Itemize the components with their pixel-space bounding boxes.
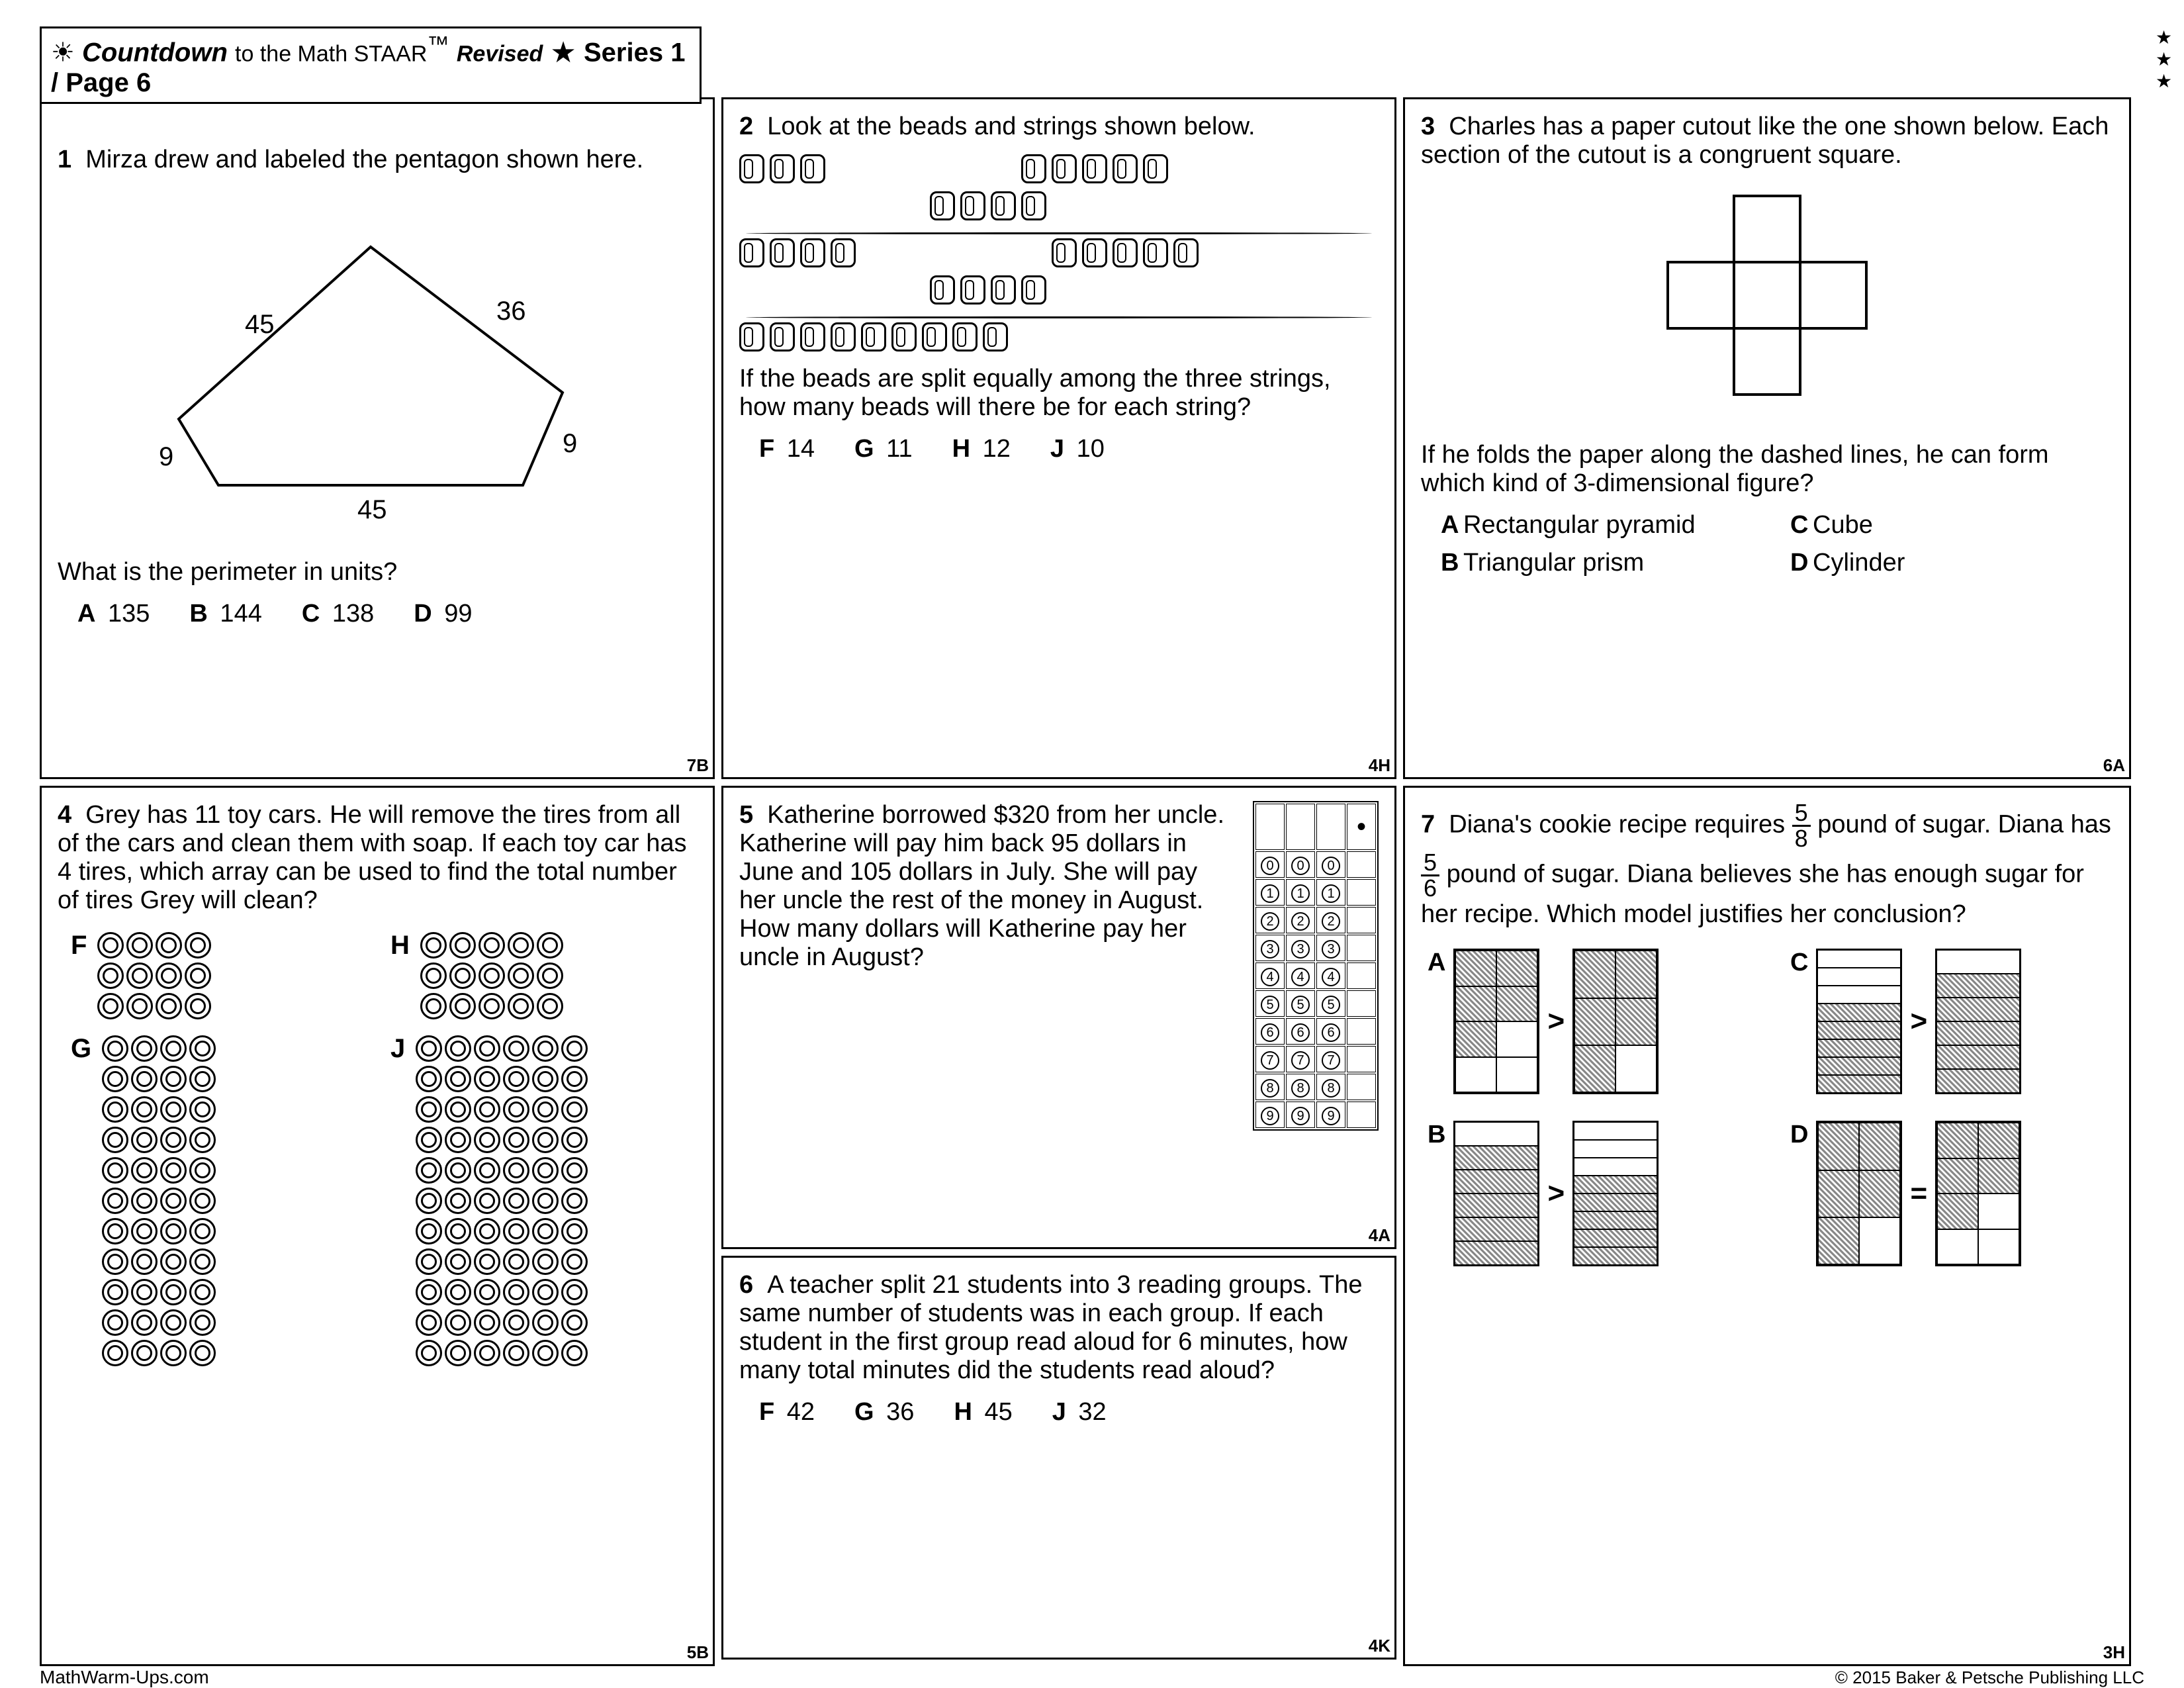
array-option[interactable]: G [71,1034,377,1368]
model-option[interactable]: A> [1428,949,1751,1094]
q1-text: Mirza drew and labeled the pentagon show… [85,146,643,173]
pentagon: 45 36 9 9 45 [58,187,697,538]
answer-option[interactable]: B 144 [189,600,261,628]
q2-question: If the beads are split equally among the… [739,365,1379,422]
q2-tag: 4H [1369,755,1390,776]
q7-t1a: Diana's cookie recipe requires [1449,811,1792,839]
answer-option[interactable]: G 11 [854,435,913,463]
q3-num: 3 [1421,113,1435,140]
q7-box: 7 Diana's cookie recipe requires 58 poun… [1403,786,2131,1666]
q7-tag: 3H [2103,1642,2125,1663]
answer-option[interactable]: F 14 [759,435,815,463]
q1-question: What is the perimeter in units? [58,558,697,586]
q3-answers: ARectangular pyramid CCube BTriangular pri… [1421,511,2113,577]
answer-option[interactable]: J 32 [1052,1398,1107,1427]
q4-num: 4 [58,801,71,829]
answer-option[interactable]: CCube [1790,511,2113,539]
q1-tag: 7B [687,755,709,776]
footer-left: MathWarm-Ups.com [40,1667,209,1688]
array-option[interactable]: H [390,931,697,1021]
answer-option[interactable]: C 138 [302,600,374,628]
q5-num: 5 [739,801,753,829]
q7-t1b: pound of sugar. Diana has [1811,811,2111,839]
q1-box: 1 Mirza drew and labeled the pentagon sh… [40,97,715,779]
q6-text: A teacher split 21 students into 3 readi… [739,1271,1362,1384]
q4-tag: 5B [687,1642,709,1663]
q2-text: Look at the beads and strings shown belo… [767,113,1255,140]
q4-box: 4 Grey has 11 toy cars. He will remove t… [40,786,715,1666]
side-36: 36 [496,297,526,326]
page: ☀ Countdown to the Math STAAR™ Revised ★… [40,26,2144,1642]
q3-box: 3 Charles has a paper cutout like the on… [1403,97,2131,779]
q3-question: If he folds the paper along the dashed l… [1421,441,2113,498]
f2n: 5 [1421,851,1439,876]
side-45a: 45 [245,310,275,339]
side-stars: ★★★ [2153,26,2175,92]
model-option[interactable]: B> [1428,1121,1751,1266]
q7-text: 7 Diana's cookie recipe requires 58 poun… [1421,801,2113,929]
cross-net-diagram [1421,189,2113,421]
q6-answers: F 42 G 36 H 45 J 32 [739,1398,1379,1427]
model-option[interactable]: C> [1790,949,2113,1094]
q2-answers: F 14 G 11 H 12 J 10 [739,435,1379,463]
q4-arrays: FHGJ [58,931,697,1368]
answer-option[interactable]: DCylinder [1790,549,2113,577]
q2-num: 2 [739,113,753,140]
q6-tag: 4K [1369,1636,1390,1656]
f1n: 5 [1792,801,1811,827]
model-option[interactable]: D= [1790,1121,2113,1266]
answer-option[interactable]: J 10 [1050,435,1105,463]
hdr-sub: to the Math STAAR [235,41,427,66]
q1-num: 1 [58,146,71,173]
q2-box: 2 Look at the beads and strings shown be… [721,97,1396,779]
q5-text: Katherine borrowed $320 from her uncle. … [739,801,1224,971]
side-9a: 9 [159,442,173,471]
footer-right: © 2015 Baker & Petsche Publishing LLC [1835,1667,2144,1688]
beads-diagram [739,154,1379,352]
answer-option[interactable]: A 135 [77,600,150,628]
q5-box: •000111222333444555666777888999 5 Kather… [721,786,1396,1249]
bubble-grid: •000111222333444555666777888999 [1253,801,1379,1131]
q3-text: Charles has a paper cutout like the one … [1421,113,2109,169]
answer-option[interactable]: G 36 [854,1398,914,1427]
answer-option[interactable]: ARectangular pyramid [1441,511,1764,539]
hdr-rev: Revised [457,41,543,66]
answer-option[interactable]: BTriangular prism [1441,549,1764,577]
answer-option[interactable]: F 42 [759,1398,815,1427]
side-9b: 9 [563,429,577,458]
f1d: 8 [1792,827,1811,851]
answer-option[interactable]: H 12 [952,435,1011,463]
hdr-tm: ™ [427,32,449,57]
f2d: 6 [1421,876,1439,900]
side-45b: 45 [357,495,387,524]
q4-text: Grey has 11 toy cars. He will remove the… [58,801,687,914]
q7-t1c: pound of sugar. Diana believes she has e… [1421,861,2084,928]
q7-num: 7 [1421,811,1435,839]
answer-option[interactable]: D 99 [414,600,472,628]
array-option[interactable]: F [71,931,377,1021]
answer-option[interactable]: H 45 [954,1398,1012,1427]
q6-num: 6 [739,1271,753,1299]
header: ☀ Countdown to the Math STAAR™ Revised ★… [40,26,702,104]
array-option[interactable]: J [390,1034,697,1368]
q6-box: 6 A teacher split 21 students into 3 rea… [721,1256,1396,1660]
q7-models: A> C> B> D= [1421,949,2113,1266]
q1-answers: A 135 B 144 C 138 D 99 [58,600,697,628]
q5-tag: 4A [1369,1225,1390,1246]
q3-tag: 6A [2103,755,2125,776]
hdr-title: Countdown [82,38,228,67]
